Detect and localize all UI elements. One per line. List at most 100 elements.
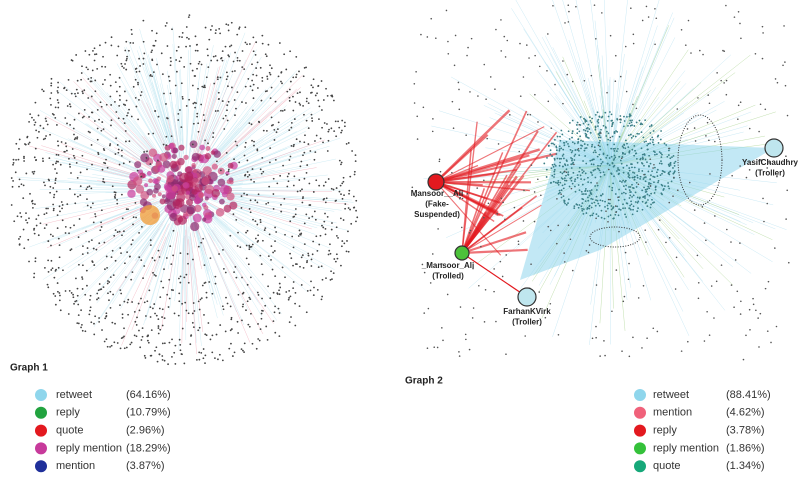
- node: [555, 146, 558, 149]
- node: [189, 45, 191, 47]
- edge: [96, 184, 159, 189]
- node: [613, 150, 616, 152]
- node: [73, 133, 75, 136]
- node: [76, 136, 79, 139]
- node: [264, 227, 267, 230]
- node: [560, 193, 562, 195]
- node: [533, 191, 536, 193]
- node: [77, 92, 79, 94]
- node: [703, 340, 706, 342]
- node: [255, 74, 258, 77]
- node: [248, 122, 251, 125]
- node: [97, 297, 100, 299]
- node: [293, 118, 296, 120]
- node: [642, 284, 645, 287]
- node: [51, 267, 54, 270]
- node: [301, 197, 304, 200]
- node: [353, 170, 356, 173]
- node: [163, 359, 166, 362]
- node: [278, 335, 281, 338]
- node: [262, 310, 264, 312]
- node: [294, 291, 297, 294]
- node: [123, 347, 126, 350]
- node: [651, 141, 654, 144]
- node: [156, 360, 159, 363]
- node: [585, 193, 587, 195]
- node: [57, 144, 60, 147]
- legend-percent: (10.79%): [126, 407, 171, 419]
- node: [307, 127, 310, 129]
- node: [764, 287, 767, 290]
- node: [31, 200, 33, 203]
- node: [290, 122, 293, 124]
- node: [295, 73, 298, 76]
- node: [476, 187, 479, 189]
- node: [603, 340, 605, 342]
- node: [165, 135, 168, 138]
- node: [265, 55, 268, 58]
- node: [64, 226, 67, 228]
- node: [637, 183, 640, 186]
- node: [53, 196, 55, 199]
- node: [157, 332, 160, 335]
- node: [599, 355, 601, 357]
- node: [565, 140, 568, 143]
- node: [544, 316, 547, 319]
- edge: [217, 73, 295, 156]
- node: [324, 233, 327, 236]
- node: [270, 258, 272, 261]
- node: [616, 118, 619, 120]
- edge: [222, 107, 311, 166]
- node: [705, 135, 707, 137]
- edge: [67, 138, 150, 175]
- node: [177, 46, 180, 48]
- node: [303, 151, 306, 154]
- node: [235, 276, 238, 279]
- node: [94, 79, 97, 82]
- node: [626, 202, 629, 205]
- node: [226, 119, 229, 122]
- node: [608, 111, 611, 113]
- node: [755, 309, 757, 312]
- node: [90, 95, 93, 98]
- node: [726, 228, 728, 231]
- node: [313, 210, 316, 213]
- node: [588, 128, 591, 130]
- node: [241, 50, 244, 52]
- edge: [90, 214, 157, 272]
- node: [146, 150, 148, 153]
- node: [178, 60, 181, 63]
- node: [279, 286, 282, 289]
- node: [137, 81, 139, 84]
- node: [538, 291, 541, 293]
- node: [86, 186, 89, 189]
- node: [582, 122, 585, 125]
- node: [251, 139, 253, 142]
- node: [289, 80, 292, 83]
- node: [449, 215, 451, 218]
- node: [132, 42, 135, 44]
- node: [626, 142, 628, 145]
- node: [98, 283, 101, 285]
- node: [20, 183, 23, 186]
- edge: [179, 70, 184, 155]
- node: [173, 312, 176, 315]
- node: [639, 123, 642, 126]
- legend-label: reply mention: [653, 442, 719, 454]
- node: [557, 179, 560, 182]
- node: [117, 148, 120, 151]
- node: [45, 212, 48, 214]
- node: [133, 334, 136, 337]
- node: [430, 17, 433, 20]
- node: [275, 231, 278, 233]
- edge: [130, 223, 169, 304]
- node: [103, 149, 106, 151]
- edge: [214, 100, 283, 164]
- node: [549, 149, 552, 152]
- node: [202, 86, 205, 89]
- node: [519, 42, 521, 45]
- node: [41, 157, 44, 160]
- node: [13, 220, 16, 223]
- core-node: [184, 172, 194, 182]
- node: [36, 136, 39, 139]
